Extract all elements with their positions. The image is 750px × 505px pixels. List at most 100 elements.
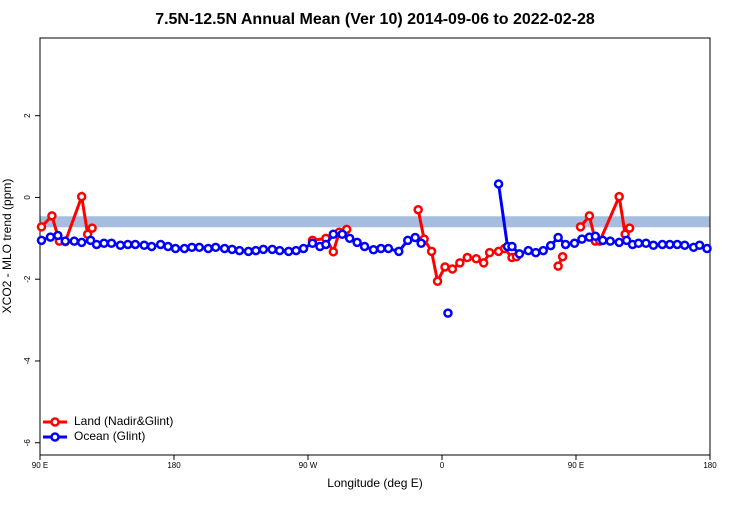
data-point xyxy=(234,245,245,256)
data-point xyxy=(291,245,301,256)
data-point xyxy=(283,246,294,257)
data-point xyxy=(538,245,548,256)
data-point xyxy=(426,246,437,257)
data-point xyxy=(146,241,157,252)
data-point xyxy=(106,238,117,248)
data-point xyxy=(531,247,541,258)
data-point xyxy=(590,231,601,242)
data-point xyxy=(383,243,394,254)
data-point xyxy=(359,241,370,252)
data-point xyxy=(624,223,635,233)
data-point xyxy=(298,243,309,254)
data-point xyxy=(569,238,580,248)
data-point xyxy=(584,211,595,221)
legend-label: Land (Nadir&Glint) xyxy=(74,414,173,428)
data-point xyxy=(665,239,675,250)
legend-marker xyxy=(50,417,60,427)
y-tick-label: -4 xyxy=(23,357,32,365)
data-point xyxy=(432,276,443,286)
data-point xyxy=(553,232,563,243)
data-point xyxy=(679,240,690,251)
data-point xyxy=(471,254,481,264)
data-point xyxy=(394,246,404,257)
data-point xyxy=(641,238,651,248)
data-point xyxy=(484,247,495,258)
y-axis-label: XCO2 - MLO trend (ppm) xyxy=(0,179,14,314)
data-point xyxy=(328,229,339,239)
data-point xyxy=(87,223,97,233)
x-axis-label: Longitude (deg E) xyxy=(327,476,422,490)
data-point xyxy=(179,243,190,254)
data-point xyxy=(352,237,362,248)
data-point xyxy=(657,239,668,250)
data-point xyxy=(53,230,63,241)
data-point xyxy=(45,232,56,242)
data-point xyxy=(368,245,379,255)
data-point xyxy=(553,261,563,271)
data-point xyxy=(139,240,149,251)
data-point xyxy=(337,229,347,239)
data-point xyxy=(47,211,57,221)
data-point xyxy=(575,222,586,232)
data-point xyxy=(130,239,141,250)
y-tick-label: -2 xyxy=(23,275,32,283)
data-point xyxy=(614,237,624,248)
data-point xyxy=(621,235,632,246)
y-tick-label: 2 xyxy=(23,113,32,118)
data-point xyxy=(155,239,166,250)
data-point xyxy=(210,242,221,253)
x-tick-label: 0 xyxy=(440,461,445,470)
data-point xyxy=(462,252,473,263)
data-point xyxy=(219,243,230,254)
data-point xyxy=(76,237,87,248)
data-point xyxy=(672,239,682,250)
data-point xyxy=(557,251,568,262)
legend-label: Ocean (Glint) xyxy=(74,429,145,443)
data-point xyxy=(605,236,615,246)
data-point xyxy=(478,258,489,268)
data-point xyxy=(187,242,197,253)
data-point xyxy=(507,241,517,252)
data-point xyxy=(274,245,285,256)
data-point xyxy=(633,238,644,248)
data-point xyxy=(577,234,587,244)
series-line xyxy=(40,190,631,286)
x-tick-label: 90 E xyxy=(568,461,584,470)
data-point xyxy=(163,241,173,252)
data-point xyxy=(115,240,126,251)
y-tick-label: 0 xyxy=(23,195,32,200)
data-point xyxy=(251,245,261,256)
data-point xyxy=(598,235,608,246)
x-tick-label: 180 xyxy=(703,461,717,470)
data-point xyxy=(344,233,355,244)
data-point xyxy=(440,262,450,272)
data-point xyxy=(410,232,420,243)
data-point xyxy=(560,239,571,250)
data-point xyxy=(194,242,205,253)
data-point xyxy=(376,243,386,254)
data-point xyxy=(36,222,47,232)
data-point xyxy=(648,240,659,251)
data-point xyxy=(416,238,426,248)
x-tick-label: 90 W xyxy=(299,461,318,470)
data-point xyxy=(123,239,133,250)
data-point xyxy=(60,236,71,246)
legend-marker xyxy=(50,432,60,442)
data-point xyxy=(203,243,213,254)
data-point xyxy=(99,238,109,248)
data-point xyxy=(85,235,96,246)
data-point xyxy=(243,246,254,257)
data-point xyxy=(321,239,331,250)
data-point xyxy=(328,247,339,257)
data-point xyxy=(523,245,534,256)
data-point xyxy=(413,204,423,215)
data-point xyxy=(694,240,705,251)
data-point xyxy=(514,249,525,259)
data-point xyxy=(493,179,504,189)
data-point xyxy=(267,244,278,255)
x-tick-label: 180 xyxy=(167,461,181,470)
data-point xyxy=(227,244,237,255)
y-tick-label: -6 xyxy=(23,439,32,447)
data-point xyxy=(307,238,318,248)
